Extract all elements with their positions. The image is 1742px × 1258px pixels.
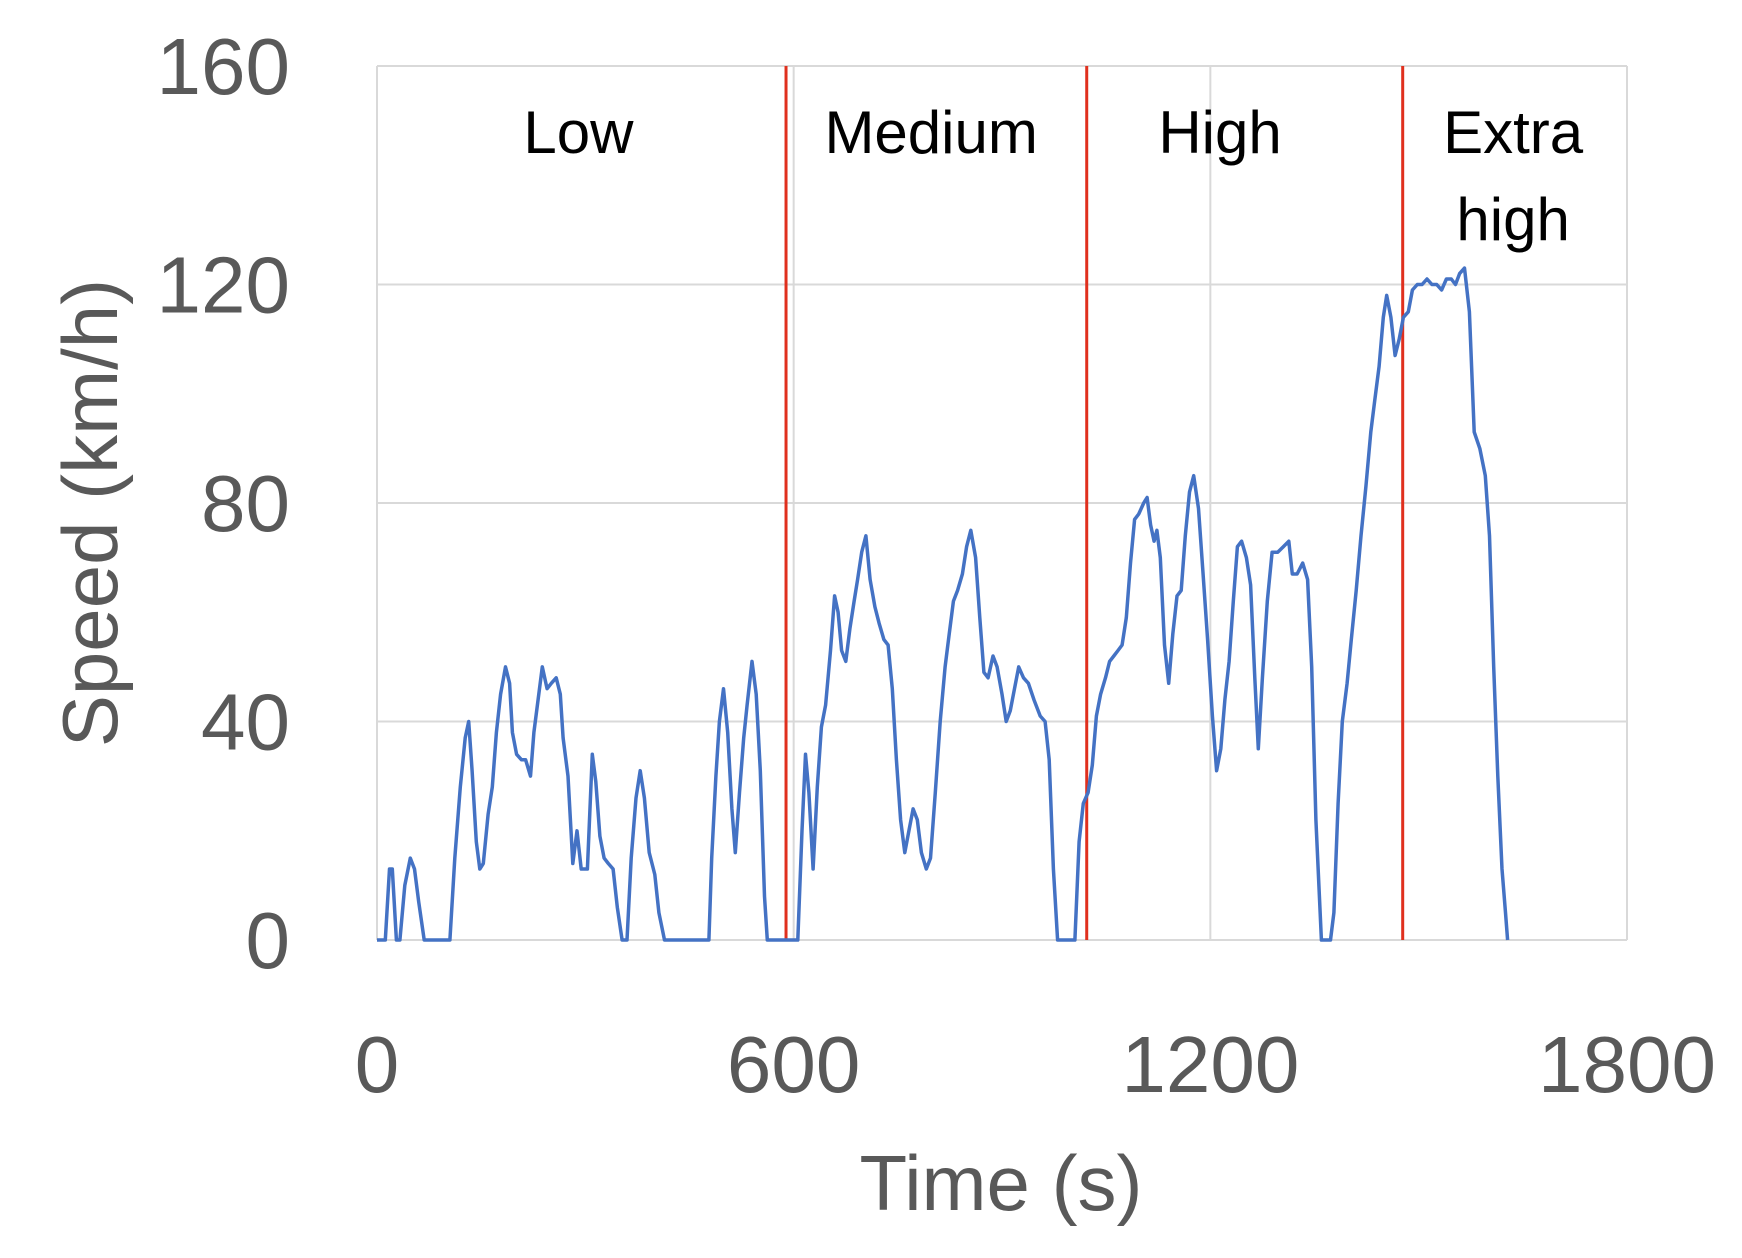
phase-labels: Low Medium High Extra high [523, 99, 1583, 253]
x-axis-ticks: 0 600 1200 1800 [355, 1020, 1716, 1109]
y-tick-label-4: 160 [157, 22, 290, 111]
phase-label-3-0: Extra [1443, 99, 1584, 166]
grid-lines [376, 65, 1628, 941]
y-axis-ticks: 0 40 80 120 160 [157, 22, 290, 985]
x-tick-label-2: 1200 [1121, 1020, 1299, 1109]
y-axis-title: Speed (km/h) [46, 279, 134, 747]
x-tick-label-0: 0 [355, 1020, 400, 1109]
series-line-0 [377, 266, 1510, 942]
phase-label-1-0: Medium [824, 99, 1037, 166]
y-tick-label-2: 80 [201, 459, 290, 548]
series-layer [377, 266, 1510, 942]
x-tick-label-3: 1800 [1538, 1020, 1716, 1109]
phase-label-2-0: High [1158, 99, 1281, 166]
x-axis-title: Time (s) [859, 1139, 1142, 1227]
x-tick-label-1: 600 [727, 1020, 860, 1109]
y-tick-label-0: 0 [246, 896, 291, 985]
y-tick-label-1: 40 [201, 678, 290, 767]
phase-label-3-1: high [1456, 186, 1569, 253]
phase-label-0-0: Low [523, 99, 634, 166]
y-tick-label-3: 120 [157, 241, 290, 330]
